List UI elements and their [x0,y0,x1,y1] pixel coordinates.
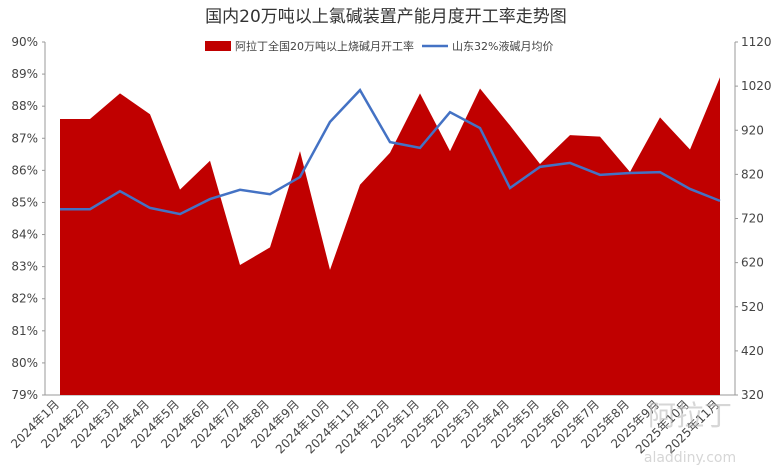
y-tick-label: 86% [11,163,38,177]
y-tick-label: 85% [11,195,38,209]
y2-tick-label: 1120 [741,35,772,49]
legend-swatch [205,41,231,51]
y2-tick-label: 620 [741,256,764,270]
line [60,88,721,216]
y2-tick-label: 1020 [741,79,772,93]
watermark: 阿拉丁 [648,399,732,432]
legend-label: 阿拉丁全国20万吨以上烧碱月开工率 [235,39,414,53]
chart-title: 国内20万吨以上氯碱装置产能月度开工率走势图 [205,7,567,27]
legend-label: 山东32%液碱月均价 [452,39,553,53]
y-tick-label: 87% [11,131,38,145]
area [60,77,720,396]
y2-tick-label: 720 [741,212,764,226]
y-tick-label: 83% [11,260,38,274]
y-tick-label: 90% [11,35,38,49]
y-tick-label: 82% [11,292,38,306]
y2-tick-label: 520 [741,300,764,314]
y2-tick-label: 820 [741,167,764,181]
y2-tick-label: 320 [741,388,764,402]
y-tick-label: 88% [11,99,38,113]
y-tick-label: 81% [11,324,38,338]
y-tick-label: 89% [11,67,38,81]
y2-tick-label: 420 [741,344,764,358]
y-tick-label: 84% [11,228,38,242]
y2-tick-label: 920 [741,123,764,137]
y-tick-label: 80% [11,356,38,370]
watermark: aladdiny.com [644,450,736,466]
y-tick-label: 79% [11,388,38,402]
